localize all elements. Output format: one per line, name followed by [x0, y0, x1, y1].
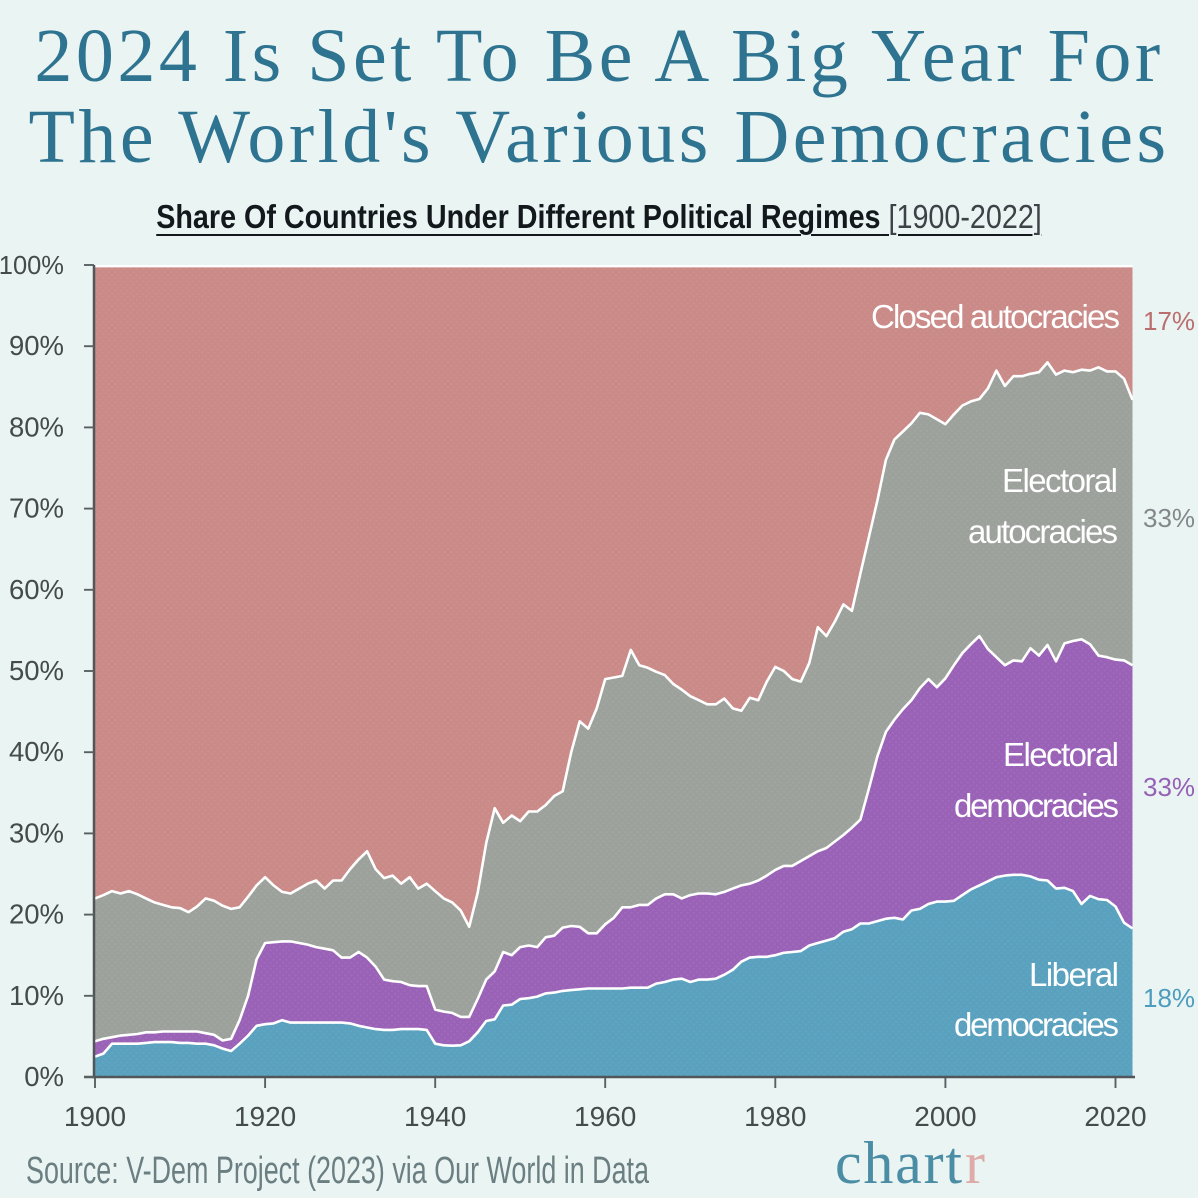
- svg-text:1900: 1900: [64, 1101, 126, 1132]
- svg-text:Closed autocracies: Closed autocracies: [871, 298, 1120, 335]
- svg-text:70%: 70%: [9, 493, 64, 524]
- svg-text:33%: 33%: [1143, 772, 1195, 802]
- svg-text:autocracies: autocracies: [968, 513, 1118, 550]
- svg-text:33%: 33%: [1143, 503, 1195, 533]
- svg-text:100%: 100%: [0, 252, 64, 280]
- svg-text:Liberal: Liberal: [1029, 956, 1119, 993]
- svg-text:chart: chart: [835, 1130, 962, 1196]
- svg-text:1980: 1980: [744, 1101, 806, 1132]
- svg-text:18%: 18%: [1143, 983, 1195, 1013]
- svg-text:democracies: democracies: [954, 1006, 1119, 1043]
- svg-text:30%: 30%: [9, 817, 64, 848]
- svg-text:10%: 10%: [9, 980, 64, 1011]
- svg-text:60%: 60%: [9, 574, 64, 605]
- svg-text:40%: 40%: [9, 736, 64, 767]
- svg-text:20%: 20%: [9, 899, 64, 930]
- svg-text:1960: 1960: [574, 1101, 636, 1132]
- svg-text:80%: 80%: [9, 411, 64, 442]
- svg-text:1920: 1920: [234, 1101, 296, 1132]
- svg-text:Source: V-Dem Project (2023) v: Source: V-Dem Project (2023) via Our Wor…: [26, 1150, 650, 1192]
- svg-text:50%: 50%: [9, 655, 64, 686]
- svg-text:0%: 0%: [24, 1061, 64, 1092]
- svg-text:democracies: democracies: [954, 787, 1119, 824]
- svg-text:17%: 17%: [1143, 306, 1195, 336]
- svg-text:2000: 2000: [914, 1101, 976, 1132]
- svg-text:Electoral: Electoral: [1003, 736, 1119, 773]
- svg-text:2020: 2020: [1084, 1101, 1146, 1132]
- svg-text:1940: 1940: [404, 1101, 466, 1132]
- svg-text:Electoral: Electoral: [1002, 462, 1118, 499]
- svg-text:90%: 90%: [9, 330, 64, 361]
- svg-text:r: r: [965, 1130, 985, 1196]
